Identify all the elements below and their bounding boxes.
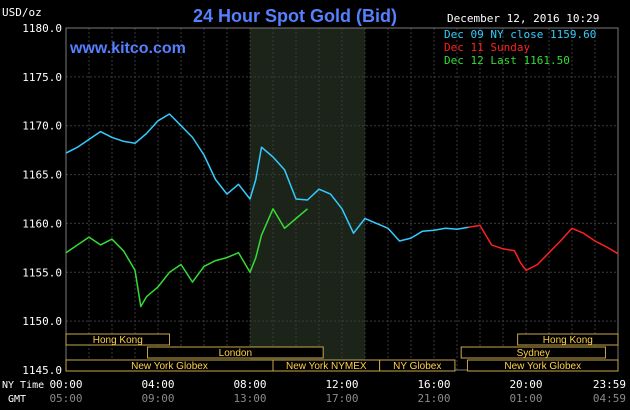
session-label: London [219,348,252,359]
x-tick-label-gmt: 04:59 [593,392,626,405]
y-tick-label: 1150.0 [22,315,62,328]
unit-label: USD/oz [2,6,42,19]
gmt-label: GMT [8,394,26,405]
x-tick-label-gmt: 05:00 [49,392,82,405]
x-tick-label-ny: 04:00 [141,378,174,391]
y-tick-label: 1160.0 [22,217,62,230]
x-tick-label-gmt: 13:00 [233,392,266,405]
chart-title: 24 Hour Spot Gold (Bid) [193,6,397,26]
x-tick-label-ny: 20:00 [509,378,542,391]
y-tick-label: 1155.0 [22,266,62,279]
y-tick-label: 1145.0 [22,364,62,377]
session-bar [517,333,619,346]
session-bar [147,346,324,359]
x-tick-label-gmt: 21:00 [417,392,450,405]
session-label: Hong Kong [543,335,593,346]
series-line-2 [65,208,308,308]
x-tick-label-ny: 23:59 [593,378,626,391]
y-tick-label: 1165.0 [22,169,62,182]
x-tick-label-ny: 08:00 [233,378,266,391]
ny-time-label: NY Time [2,380,44,391]
session-bar [379,359,456,372]
chart-datetime: December 12, 2016 10:29 [447,12,599,25]
y-tick-labels: 1145.0 1150.0 1155.0 1160.0 1165.0 1170.0 1175… [22,22,62,377]
legend-entry-dec12: Dec 12 Last 1161.50 [444,54,570,67]
x-tick-label-gmt: 01:00 [509,392,542,405]
session-label: NY Globex [393,361,441,372]
x-tick-label-gmt: 09:00 [141,392,174,405]
series-line-1 [468,224,619,272]
legend: Dec 09 NY close 1159.60 Dec 11 Sunday De… [444,28,596,67]
series-line-0 [65,113,469,242]
x-tick-label-ny: 12:00 [325,378,358,391]
legend-entry-dec09: Dec 09 NY close 1159.60 [444,28,596,41]
session-label: New York Globex [131,361,208,372]
session-bar [65,333,170,346]
series-layer [65,113,619,308]
session-label: New York Globex [504,361,581,372]
x-tick-label-gmt: 17:00 [325,392,358,405]
session-bars: Hong Kong London New York Globex New York N… [65,333,619,372]
session-label: New York NYMEX [286,361,367,372]
session-bar [466,359,619,372]
y-tick-label: 1175.0 [22,71,62,84]
session-label: Sydney [517,348,550,359]
session-bar [460,346,606,359]
x-tick-label-ny: 16:00 [417,378,450,391]
y-tick-label: 1180.0 [22,22,62,35]
y-tick-label: 1170.0 [22,120,62,133]
legend-entry-dec11: Dec 11 Sunday [444,41,530,54]
source-watermark: www.kitco.com [69,40,186,57]
session-label: Hong Kong [93,335,143,346]
x-tick-label-ny: 00:00 [49,378,82,391]
